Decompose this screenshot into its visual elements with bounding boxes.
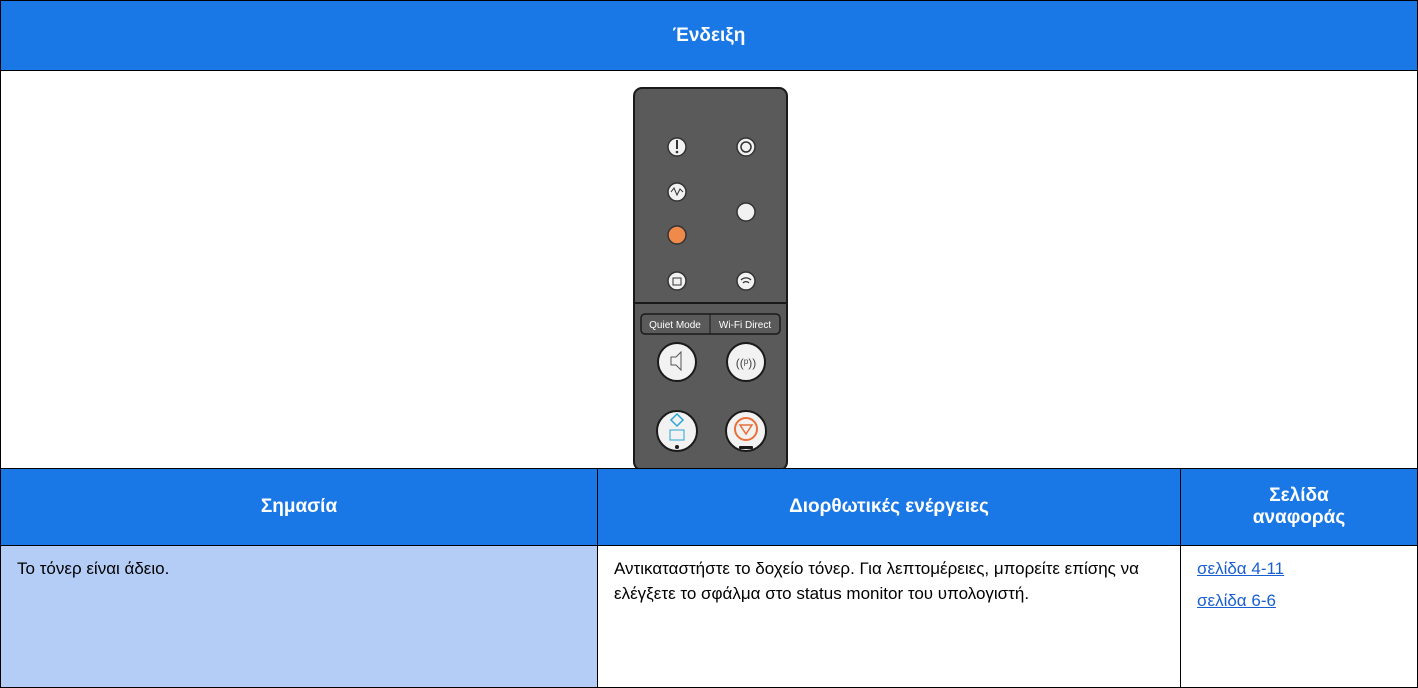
column-title: Διορθωτικές ενέργειες xyxy=(789,496,989,517)
control-panel: ((ᵖ)) Quiet Mode Wi-Fi Direct xyxy=(633,87,788,468)
meaning: Το τόνερ είναι άδειο. xyxy=(17,559,170,578)
column-title: Σελίδα αναφοράς xyxy=(1252,485,1346,528)
column-header: Σημασία xyxy=(0,468,598,546)
panel-label: Wi-Fi Direct xyxy=(719,320,771,331)
column-title: Σημασία xyxy=(260,496,338,517)
page-link[interactable]: σελίδα 6-6 xyxy=(1197,591,1276,610)
svg-text:((ᵖ)): ((ᵖ)) xyxy=(736,356,757,370)
page-link[interactable]: σελίδα 4-11 xyxy=(1197,559,1285,578)
meaning-cell: Το τόνερ είναι άδειο. xyxy=(0,545,598,688)
image-cell: ((ᵖ)) Quiet Mode Wi-Fi Direct xyxy=(0,70,1418,469)
action: Αντικαταστήστε το δοχείο τόνερ. Για λεπτ… xyxy=(614,559,1139,603)
reference-cell: σελίδα 4-11 σελίδα 6-6 xyxy=(1180,545,1418,688)
action-cell: Αντικαταστήστε το δοχείο τόνερ. Για λεπτ… xyxy=(597,545,1181,688)
title: Ένδειξη xyxy=(672,24,746,46)
panel-label: Quiet Mode xyxy=(649,320,701,331)
title-cell: Ένδειξη xyxy=(0,0,1418,71)
column-header: Σελίδα αναφοράς xyxy=(1180,468,1418,546)
column-header: Διορθωτικές ενέργειες xyxy=(597,468,1181,546)
